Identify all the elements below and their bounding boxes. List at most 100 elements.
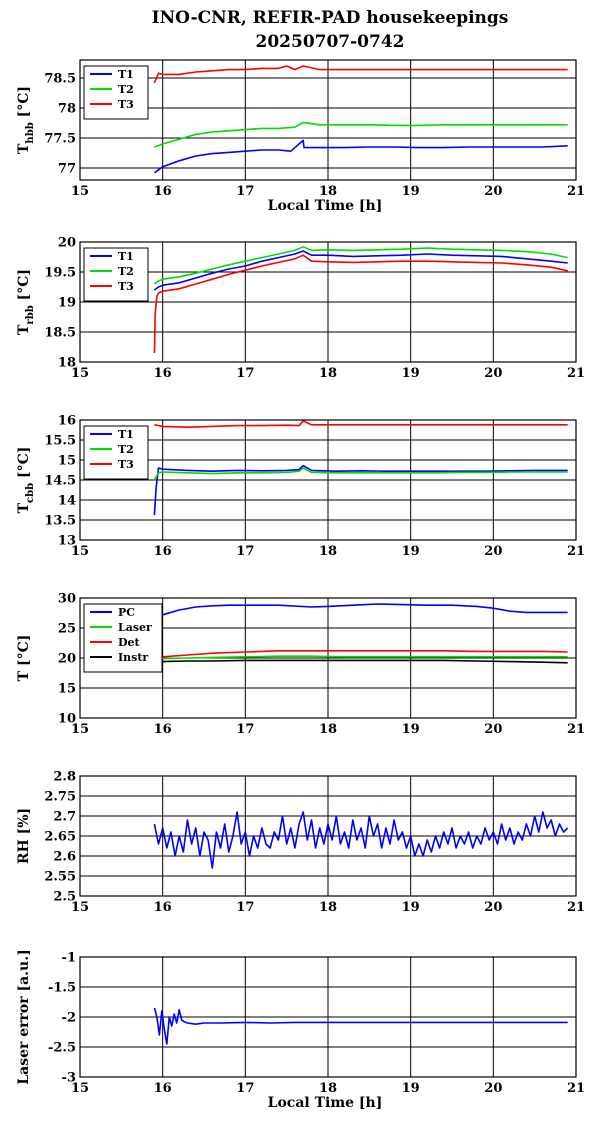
series-line-1: [153, 1007, 568, 1045]
y-tick-label: 15.5: [44, 434, 76, 449]
y-tick-label: 2.5: [53, 890, 76, 905]
x-tick-label: 18: [319, 544, 337, 559]
x-tick-label: 15: [71, 1081, 89, 1096]
x-tick-label: 20: [484, 366, 502, 381]
y-axis-label: Trbb [°C]: [16, 269, 36, 335]
x-tick-label: 15: [71, 184, 89, 199]
x-tick-label: 18: [319, 366, 337, 381]
y-tick-label: 2.75: [44, 790, 76, 805]
y-tick-label: 15: [58, 454, 76, 469]
x-tick-label: 16: [154, 366, 172, 381]
y-tick-label: 2.55: [44, 870, 76, 885]
series-line-t1: [153, 464, 568, 516]
series-line-t2: [153, 246, 568, 285]
x-tick-label: 17: [236, 544, 254, 559]
series-line-t1: [153, 139, 568, 174]
series-line-t3: [154, 420, 568, 429]
series-line-instr: [154, 659, 568, 664]
x-tick-label: 20: [484, 544, 502, 559]
x-tick-label: 20: [484, 184, 502, 199]
x-tick-label: 17: [236, 1081, 254, 1096]
legend-label: Laser: [118, 621, 152, 634]
y-tick-label: 19: [58, 296, 76, 311]
panel-1: 15 16 17 18 19 20 21 77 77.5 78 78.5 Local Time [h]…: [16, 59, 585, 214]
y-tick-label: 19.5: [44, 266, 76, 281]
x-tick-label: 16: [154, 900, 172, 915]
x-tick-label: 17: [236, 366, 254, 381]
y-tick-label: 20: [58, 236, 76, 251]
legend-label: T3: [118, 458, 134, 471]
y-tick-label: 2.7: [53, 810, 76, 825]
x-tick-label: 18: [319, 1081, 337, 1096]
y-axis-label: T [°C]: [16, 635, 32, 682]
series-line-t3: [153, 254, 568, 354]
legend-box: [83, 603, 163, 673]
x-tick-label: 17: [236, 900, 254, 915]
plot-frame: [79, 775, 577, 897]
y-tick-label: 18: [58, 356, 76, 371]
legend: T1 T2 T3: [83, 247, 149, 302]
x-tick-label: 19: [402, 1081, 420, 1096]
y-tick-label: -2: [62, 1011, 76, 1026]
x-tick-label: 21: [567, 900, 585, 915]
x-tick-label: 21: [567, 184, 585, 199]
panel-5: 15 16 17 18 19 20 21 2.5 2.55 2.6 2.65 2.7 2.75 2.8 RH…: [16, 770, 585, 916]
x-tick-label: 16: [154, 184, 172, 199]
x-tick-label: 19: [402, 722, 420, 737]
legend-label: T3: [118, 280, 134, 293]
y-axis-label: Tcbb [°C]: [16, 447, 36, 514]
y-tick-label: -2.5: [48, 1041, 76, 1056]
y-axis-label: Laser error [a.u.]: [16, 949, 32, 1084]
x-tick-label: 19: [402, 184, 420, 199]
panel-3: 15 16 17 18 19 20 21 13 13.5 14 14.5 15 15.5 16 Tcbb […: [16, 414, 585, 560]
legend-label: T1: [118, 250, 134, 263]
y-tick-label: 2.6: [53, 850, 76, 865]
x-tick-label: 15: [71, 900, 89, 915]
legend-label: T2: [118, 265, 134, 278]
plot-frame: [79, 241, 577, 363]
y-tick-label: 13.5: [44, 514, 76, 529]
x-tick-label: 21: [567, 544, 585, 559]
x-tick-label: 15: [71, 544, 89, 559]
figure-title-line2: 20250707-0742: [256, 32, 405, 52]
x-tick-label: 21: [567, 366, 585, 381]
y-axis-label: RH [%]: [16, 808, 32, 864]
plot-frame: [79, 956, 577, 1078]
series-line-det: [154, 649, 568, 659]
plot-frame: [79, 59, 577, 181]
y-tick-label: 14: [58, 494, 76, 509]
y-tick-label: 14.5: [44, 474, 76, 489]
series-line-t3: [153, 65, 568, 84]
x-tick-label: 20: [484, 1081, 502, 1096]
y-tick-label: -3: [62, 1071, 76, 1086]
y-tick-label: 2.8: [53, 770, 76, 785]
x-axis-label: Local Time [h]: [268, 198, 383, 214]
x-tick-label: 19: [402, 544, 420, 559]
x-tick-label: 18: [319, 184, 337, 199]
series-line-pc: [153, 603, 568, 624]
y-tick-label: 10: [58, 712, 76, 727]
series-line-t2: [154, 121, 568, 148]
x-tick-label: 19: [402, 366, 420, 381]
y-tick-label: 78: [58, 102, 76, 117]
x-tick-label: 18: [319, 722, 337, 737]
x-tick-label: 15: [71, 722, 89, 737]
x-tick-label: 18: [319, 900, 337, 915]
y-tick-label: 30: [58, 592, 76, 607]
legend: T1 T2 T3: [83, 65, 149, 120]
y-axis-label: Thbb [°C]: [16, 86, 36, 154]
y-tick-label: -1.5: [48, 981, 76, 996]
y-tick-label: 77: [58, 162, 76, 177]
panels-group: 15 16 17 18 19 20 21 77 77.5 78 78.5 Local Time [h]…: [16, 59, 585, 1111]
x-tick-label: 19: [402, 900, 420, 915]
y-tick-label: 16: [58, 414, 76, 429]
y-tick-label: 25: [58, 622, 76, 637]
legend-label: T3: [118, 98, 134, 111]
x-tick-label: 16: [154, 722, 172, 737]
x-axis-label: Local Time [h]: [268, 1095, 383, 1111]
x-tick-label: 16: [154, 544, 172, 559]
legend-label: T2: [118, 443, 134, 456]
legend-label: T1: [118, 428, 134, 441]
